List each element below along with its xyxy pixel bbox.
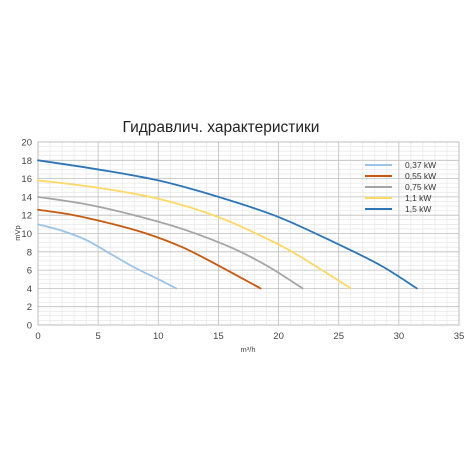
plot-frame xyxy=(37,141,460,326)
legend-label: 0,75 kW xyxy=(405,182,436,192)
x-tick-label: 0 xyxy=(35,331,40,342)
x-axis-label: m³/h xyxy=(241,345,256,354)
y-tick-label: 6 xyxy=(27,266,32,277)
y-tick-label: 18 xyxy=(21,156,32,167)
y-tick-label: 10 xyxy=(21,229,32,240)
series-line-1 xyxy=(37,223,178,290)
x-tick-label: 5 xyxy=(95,331,100,342)
y-tick-label: 8 xyxy=(27,247,32,258)
series-line-2 xyxy=(37,208,262,290)
legend: 0,37 kW0,55 kW0,75 kW1,1 kW1,5 kW xyxy=(365,160,436,214)
y-tick-label: 12 xyxy=(21,211,32,222)
y-tick-label: 16 xyxy=(21,174,32,185)
y-tick-label: 2 xyxy=(27,302,32,313)
y-axis-label: mVp xyxy=(13,225,22,240)
x-tick-label: 25 xyxy=(333,331,344,342)
y-tick-label: 4 xyxy=(27,284,32,295)
legend-label: 0,37 kW xyxy=(405,160,436,170)
x-tick-label: 35 xyxy=(454,331,465,342)
y-tick-label: 0 xyxy=(27,321,32,332)
y-tick-label: 20 xyxy=(21,138,32,149)
x-tick-label: 10 xyxy=(153,331,164,342)
legend-label: 0,55 kW xyxy=(405,171,436,181)
series-line-3 xyxy=(37,196,304,290)
series-line-5 xyxy=(37,159,418,290)
x-tick-label: 15 xyxy=(213,331,224,342)
series-lines xyxy=(37,159,418,290)
y-tick-label: 14 xyxy=(21,192,32,203)
legend-label: 1,1 kW xyxy=(405,193,431,203)
tick-labels: 0 5 10 15 20 25 30 35 0 2 4 6 8 10 12 14 16 18 20 xyxy=(21,138,464,343)
series-line-4 xyxy=(37,179,352,290)
legend-label: 1,5 kW xyxy=(405,204,431,214)
chart-title: Гидравлич. характеристики xyxy=(123,119,320,136)
x-tick-label: 20 xyxy=(273,331,284,342)
x-tick-label: 30 xyxy=(394,331,405,342)
